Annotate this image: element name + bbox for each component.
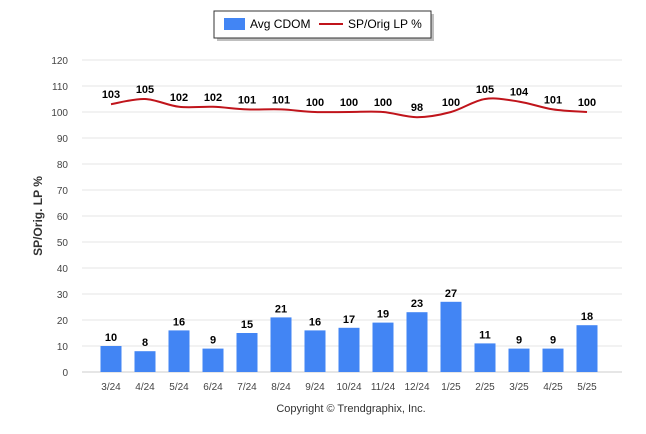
bar (270, 317, 292, 372)
line-value-label: 100 (340, 97, 358, 109)
legend-swatch-bar (224, 18, 245, 30)
bar-value-label: 18 (581, 311, 593, 323)
y-tick-label: 90 (57, 134, 69, 145)
x-tick-label: 11/24 (371, 382, 396, 393)
bar (236, 333, 258, 372)
bar (542, 348, 564, 372)
y-tick-label: 30 (57, 290, 69, 301)
bar-labels: 10 8 16 9 15 21 16 17 19 23 27 11 9 9 18 (105, 288, 593, 349)
line-value-label: 105 (476, 84, 494, 96)
bar (576, 325, 598, 372)
bar-value-label: 9 (516, 335, 522, 347)
y-tick-label: 60 (57, 212, 69, 223)
x-tick-label: 9/24 (305, 382, 325, 393)
x-tick-label: 3/25 (509, 382, 529, 393)
line-value-label: 102 (204, 92, 222, 104)
line-value-label: 104 (510, 87, 529, 99)
y-tick-label: 20 (57, 316, 69, 327)
bar (508, 348, 530, 372)
y-tick-label: 70 (57, 186, 69, 197)
line-value-label: 100 (442, 97, 460, 109)
x-tick-label: 12/24 (404, 382, 429, 393)
x-tick-label: 7/24 (237, 382, 257, 393)
y-axis-title: SP/Orig. LP % (31, 176, 45, 256)
x-tick-label: 6/24 (203, 382, 223, 393)
y-axis-ticks: 0 10 20 30 40 50 60 70 80 90 100 110 120 (51, 56, 68, 379)
x-axis-ticks: 3/24 4/24 5/24 6/24 7/24 8/24 9/24 10/24 11/24 12… (101, 382, 597, 393)
line-labels: 103 105 102 102 101 101 100 100 100 98 100 105 104 10… (102, 84, 596, 114)
x-tick-label: 4/25 (543, 382, 563, 393)
y-tick-label: 100 (51, 108, 68, 119)
bars (100, 301, 598, 372)
x-tick-label: 4/24 (135, 382, 155, 393)
bar (406, 312, 428, 372)
bar-value-label: 23 (411, 298, 423, 310)
bar (372, 322, 394, 372)
legend: Avg CDOM SP/Orig LP % (213, 10, 434, 41)
bar (202, 348, 224, 372)
line-value-label: 100 (306, 97, 324, 109)
bar (474, 343, 496, 372)
line-value-label: 102 (170, 92, 188, 104)
bar (168, 330, 190, 372)
bar-value-label: 9 (210, 335, 216, 347)
line-value-label: 101 (272, 94, 290, 106)
x-tick-label: 5/25 (577, 382, 597, 393)
bar-value-label: 10 (105, 332, 117, 344)
bar-value-label: 11 (479, 329, 491, 341)
bar (338, 327, 360, 372)
line-value-label: 100 (374, 97, 392, 109)
copyright: Copyright © Trendgraphix, Inc. (276, 403, 425, 415)
x-tick-label: 10/24 (336, 382, 361, 393)
line-value-label: 101 (238, 94, 256, 106)
bar (134, 351, 156, 372)
legend-label-avg-cdom: Avg CDOM (250, 17, 310, 31)
sp-orig-lp-line (110, 97, 588, 119)
bar-value-label: 27 (445, 288, 457, 300)
x-tick-label: 8/24 (271, 382, 291, 393)
bar-value-label: 9 (550, 335, 556, 347)
bar-value-label: 19 (377, 309, 389, 321)
line-value-label: 98 (411, 102, 423, 114)
line-value-label: 100 (578, 97, 596, 109)
bar-value-label: 15 (241, 319, 253, 331)
bar-value-label: 8 (142, 337, 148, 349)
bar-value-label: 21 (275, 303, 287, 315)
y-tick-label: 0 (62, 368, 68, 379)
line-value-label: 101 (544, 94, 562, 106)
bar (304, 330, 326, 372)
y-tick-label: 50 (57, 238, 69, 249)
line-value-label: 105 (136, 84, 154, 96)
line-value-label: 103 (102, 89, 120, 101)
y-tick-label: 10 (57, 342, 69, 353)
bar-value-label: 17 (343, 314, 355, 326)
x-tick-label: 1/25 (441, 382, 461, 393)
y-tick-label: 40 (57, 264, 69, 275)
gridlines (82, 59, 622, 373)
y-tick-label: 120 (51, 56, 68, 67)
bar-value-label: 16 (173, 316, 185, 328)
y-tick-label: 110 (52, 82, 68, 93)
x-tick-label: 3/24 (101, 382, 121, 393)
x-tick-label: 2/25 (475, 382, 495, 393)
y-tick-label: 80 (57, 160, 69, 171)
bar (440, 301, 462, 372)
bar-value-label: 16 (309, 316, 321, 328)
x-tick-label: 5/24 (169, 382, 189, 393)
bar (100, 346, 122, 372)
legend-label-sp-orig-lp: SP/Orig LP % (348, 17, 422, 31)
